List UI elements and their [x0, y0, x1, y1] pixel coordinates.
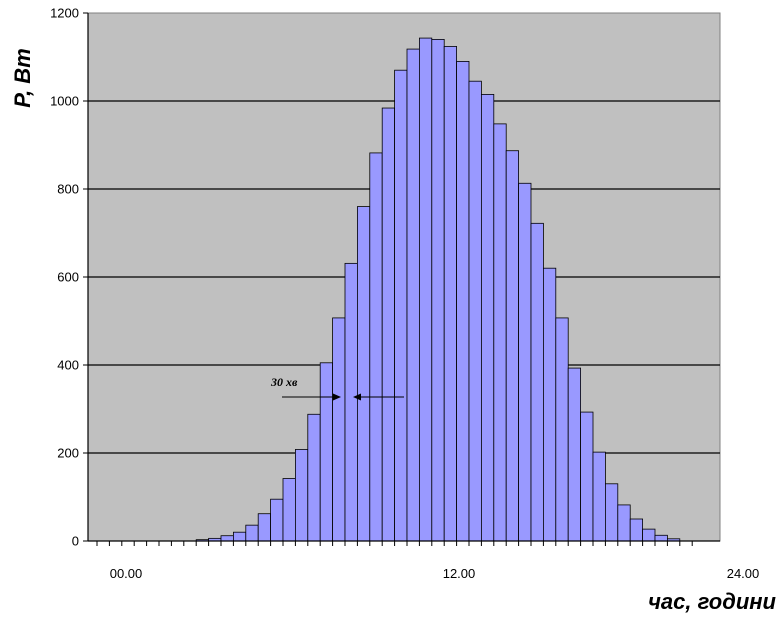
- bar: [580, 411, 594, 542]
- arrow-right-head: [353, 393, 361, 401]
- bar: [617, 504, 631, 542]
- bar: [468, 80, 482, 542]
- x-tick-label: 24.00: [727, 566, 760, 581]
- bar: [518, 182, 532, 542]
- bar: [381, 107, 396, 542]
- y-tick-label: 400: [57, 358, 79, 373]
- bar: [480, 94, 495, 542]
- bar: [356, 206, 371, 542]
- bar: [543, 267, 557, 542]
- bar: [294, 449, 309, 542]
- bar: [245, 524, 259, 542]
- bar: [232, 531, 247, 542]
- bars: [195, 37, 681, 542]
- bar: [555, 317, 569, 542]
- bar: [332, 317, 346, 542]
- bar: [307, 413, 321, 542]
- bar: [505, 150, 520, 542]
- y-tick-label: 0: [72, 534, 79, 549]
- bar: [567, 367, 582, 542]
- interval-annotation: 30 хв: [270, 375, 404, 401]
- bar: [654, 534, 668, 542]
- bar: [344, 262, 358, 542]
- bar: [431, 39, 445, 542]
- bar: [456, 61, 470, 542]
- bar: [530, 222, 544, 542]
- bar: [257, 513, 272, 542]
- arrow-left-head: [333, 393, 341, 401]
- y-tick-label: 1200: [50, 6, 79, 21]
- y-tick-label: 600: [57, 270, 79, 285]
- y-tick-labels: 0 200 400 600 800 1000 1200: [50, 6, 88, 549]
- bar: [406, 48, 420, 542]
- y-tick-label: 200: [57, 446, 79, 461]
- y-tick-label: 1000: [50, 94, 79, 109]
- y-tick-label: 800: [57, 182, 79, 197]
- interval-annotation-label: 30 хв: [270, 375, 298, 389]
- bar: [270, 498, 284, 542]
- bar: [369, 152, 383, 542]
- bar: [605, 483, 619, 542]
- bar: [642, 528, 656, 542]
- x-axis-title: час, години: [648, 589, 776, 614]
- bar: [282, 478, 296, 542]
- x-tick-label: 00.00: [110, 566, 143, 581]
- bar: [629, 518, 644, 542]
- bar: [319, 362, 334, 542]
- bar: [394, 69, 408, 542]
- bar: [418, 37, 433, 542]
- bar: [443, 46, 458, 542]
- bar: [220, 535, 234, 542]
- bar: [592, 451, 606, 542]
- y-axis-title: P, Вт: [10, 48, 35, 108]
- x-tick-label: 12.00: [443, 566, 476, 581]
- x-tick-labels: 00.00 12.00 24.00: [110, 566, 760, 581]
- x-tick-marks: [96, 541, 693, 546]
- bar: [493, 123, 507, 542]
